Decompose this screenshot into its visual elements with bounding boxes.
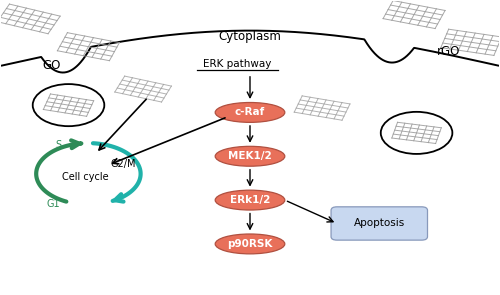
FancyBboxPatch shape xyxy=(331,207,428,240)
Text: MEK1/2: MEK1/2 xyxy=(228,151,272,161)
Text: G2/M: G2/M xyxy=(110,159,136,168)
Text: rGO: rGO xyxy=(437,45,460,58)
Text: GO: GO xyxy=(42,59,60,72)
Ellipse shape xyxy=(215,146,285,166)
Text: ERK pathway: ERK pathway xyxy=(204,59,272,69)
Text: p90RSK: p90RSK xyxy=(228,239,272,249)
Ellipse shape xyxy=(215,234,285,254)
Text: ERk1/2: ERk1/2 xyxy=(230,195,270,205)
Text: G1: G1 xyxy=(47,199,60,209)
Ellipse shape xyxy=(215,190,285,210)
Ellipse shape xyxy=(215,102,285,122)
Text: Apoptosis: Apoptosis xyxy=(354,219,405,229)
Text: Cytoplasm: Cytoplasm xyxy=(218,30,282,43)
Text: Cell cycle: Cell cycle xyxy=(62,172,108,182)
Text: c-Raf: c-Raf xyxy=(235,107,265,117)
Text: S: S xyxy=(56,140,62,150)
